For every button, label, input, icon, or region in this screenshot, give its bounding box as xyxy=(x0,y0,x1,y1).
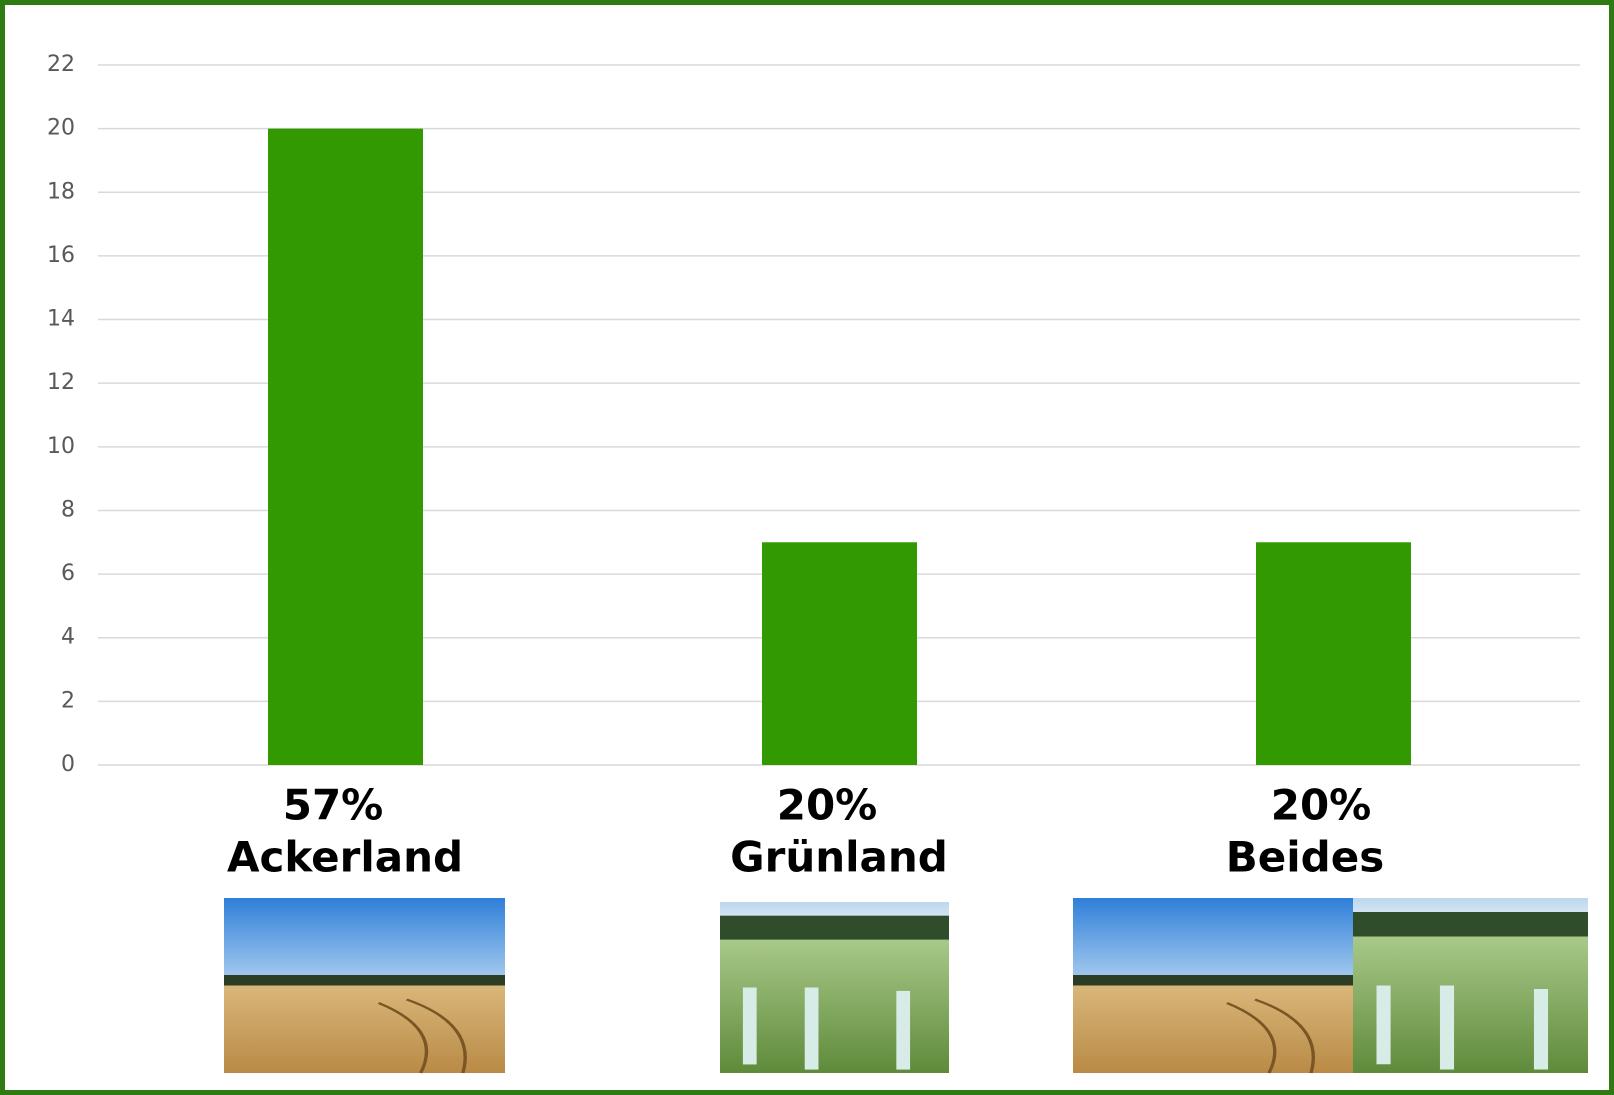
y-tick-label: 8 xyxy=(61,497,75,522)
y-tick-label: 16 xyxy=(47,243,75,268)
y-tick-label: 12 xyxy=(47,370,75,395)
bar xyxy=(268,129,423,765)
y-tick-label: 10 xyxy=(47,434,75,459)
bar xyxy=(1256,542,1411,765)
x-tick-label: Grünland xyxy=(730,833,948,882)
y-tick-label: 20 xyxy=(47,116,75,141)
y-tick-label: 2 xyxy=(61,688,75,713)
x-tick-label: Ackerland xyxy=(227,833,463,882)
share-label: 20% xyxy=(1271,781,1372,830)
y-tick-label: 4 xyxy=(61,625,75,650)
y-tick-label: 22 xyxy=(47,52,75,77)
y-tick-label: 18 xyxy=(47,179,75,204)
photo-beides-gruen xyxy=(1353,898,1588,1073)
photo-beides-acker xyxy=(1073,898,1353,1073)
photo-gruenland xyxy=(720,902,949,1073)
y-tick-label: 0 xyxy=(61,752,75,777)
y-tick-label: 14 xyxy=(47,307,75,332)
y-tick-label: 6 xyxy=(61,561,75,586)
bar xyxy=(762,542,917,765)
share-label: 57% xyxy=(283,781,384,830)
x-tick-label: Beides xyxy=(1226,833,1384,882)
page: {"chart_data": {"type": "bar", "categori… xyxy=(0,0,1614,1095)
photo-ackerland xyxy=(224,898,505,1073)
share-label: 20% xyxy=(777,781,878,830)
chart: 024681012141618202257%Ackerland20%Grünla… xyxy=(0,0,1614,1095)
